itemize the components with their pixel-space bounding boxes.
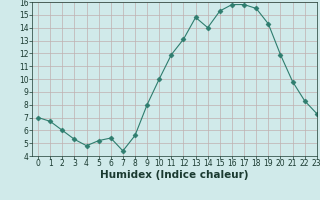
X-axis label: Humidex (Indice chaleur): Humidex (Indice chaleur) xyxy=(100,170,249,180)
